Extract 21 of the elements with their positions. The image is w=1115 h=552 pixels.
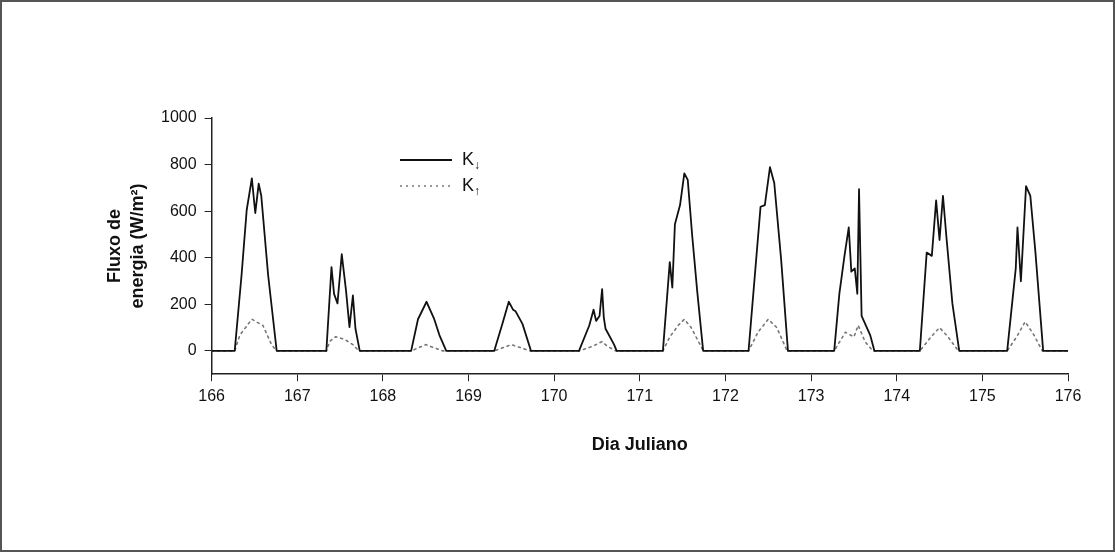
- y-tick-label: 600: [169, 201, 197, 219]
- x-tick-label: 174: [883, 387, 911, 405]
- x-axis-title: Dia Juliano: [591, 434, 688, 455]
- x-tick-label: 166: [198, 387, 226, 405]
- y-tick-label: 800: [169, 154, 197, 172]
- x-tick-label: 171: [626, 387, 654, 405]
- y-axis-title: Fluxo de energia (W/m²): [104, 183, 147, 309]
- legend-label: K↓: [462, 148, 481, 173]
- x-tick-label: 173: [797, 387, 825, 405]
- x-tick-label: 168: [369, 387, 397, 405]
- y-tick-label: 200: [169, 294, 197, 312]
- x-tick-label: 169: [455, 387, 482, 405]
- x-tick-label: 170: [540, 387, 568, 405]
- x-tick-label: 167: [283, 387, 311, 405]
- y-tick-label: 0: [187, 341, 197, 359]
- x-tick-label: 175: [969, 387, 996, 405]
- x-tick-label: 176: [1054, 387, 1082, 405]
- y-tick-label: 1000: [161, 108, 197, 126]
- x-tick-label: 172: [712, 387, 739, 405]
- y-tick-label: 400: [169, 248, 197, 266]
- legend-label: K↑: [462, 174, 481, 199]
